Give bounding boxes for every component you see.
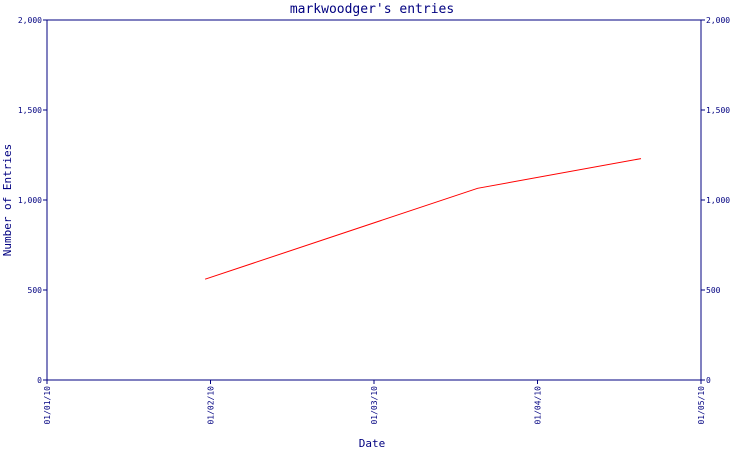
series-line — [204, 158, 642, 280]
y-tick-label-right: 1,500 — [706, 106, 730, 115]
y-tick-label-left: 500 — [28, 286, 43, 295]
x-tick-label: 01/03/10 — [370, 386, 379, 425]
y-tick-label-right: 1,000 — [706, 196, 730, 205]
tick-group — [43, 19, 705, 384]
series-group — [204, 158, 642, 280]
x-tick-label: 01/02/10 — [207, 386, 216, 425]
y-tick-label-right: 0 — [706, 376, 711, 385]
chart-title: markwoodger's entries — [290, 2, 454, 17]
y-tick-label-right: 500 — [706, 286, 721, 295]
x-axis-label: Date — [359, 437, 386, 450]
x-tick-label: 01/05/10 — [697, 386, 706, 425]
plot-frame — [46, 19, 702, 381]
y-tick-label-left: 0 — [37, 376, 42, 385]
tick-label-group: 0 0 500 500 1,000 1,000 1,500 1,500 2,000 2,000 01… — [18, 16, 730, 425]
y-tick-label-left: 1,500 — [18, 106, 42, 115]
x-tick-label: 01/01/10 — [43, 386, 52, 425]
y-tick-label-left: 2,000 — [18, 16, 42, 25]
x-tick-label: 01/04/10 — [534, 386, 543, 425]
y-tick-label-left: 1,000 — [18, 196, 42, 205]
y-axis-label: Number of Entries — [1, 144, 14, 257]
y-tick-label-right: 2,000 — [706, 16, 730, 25]
